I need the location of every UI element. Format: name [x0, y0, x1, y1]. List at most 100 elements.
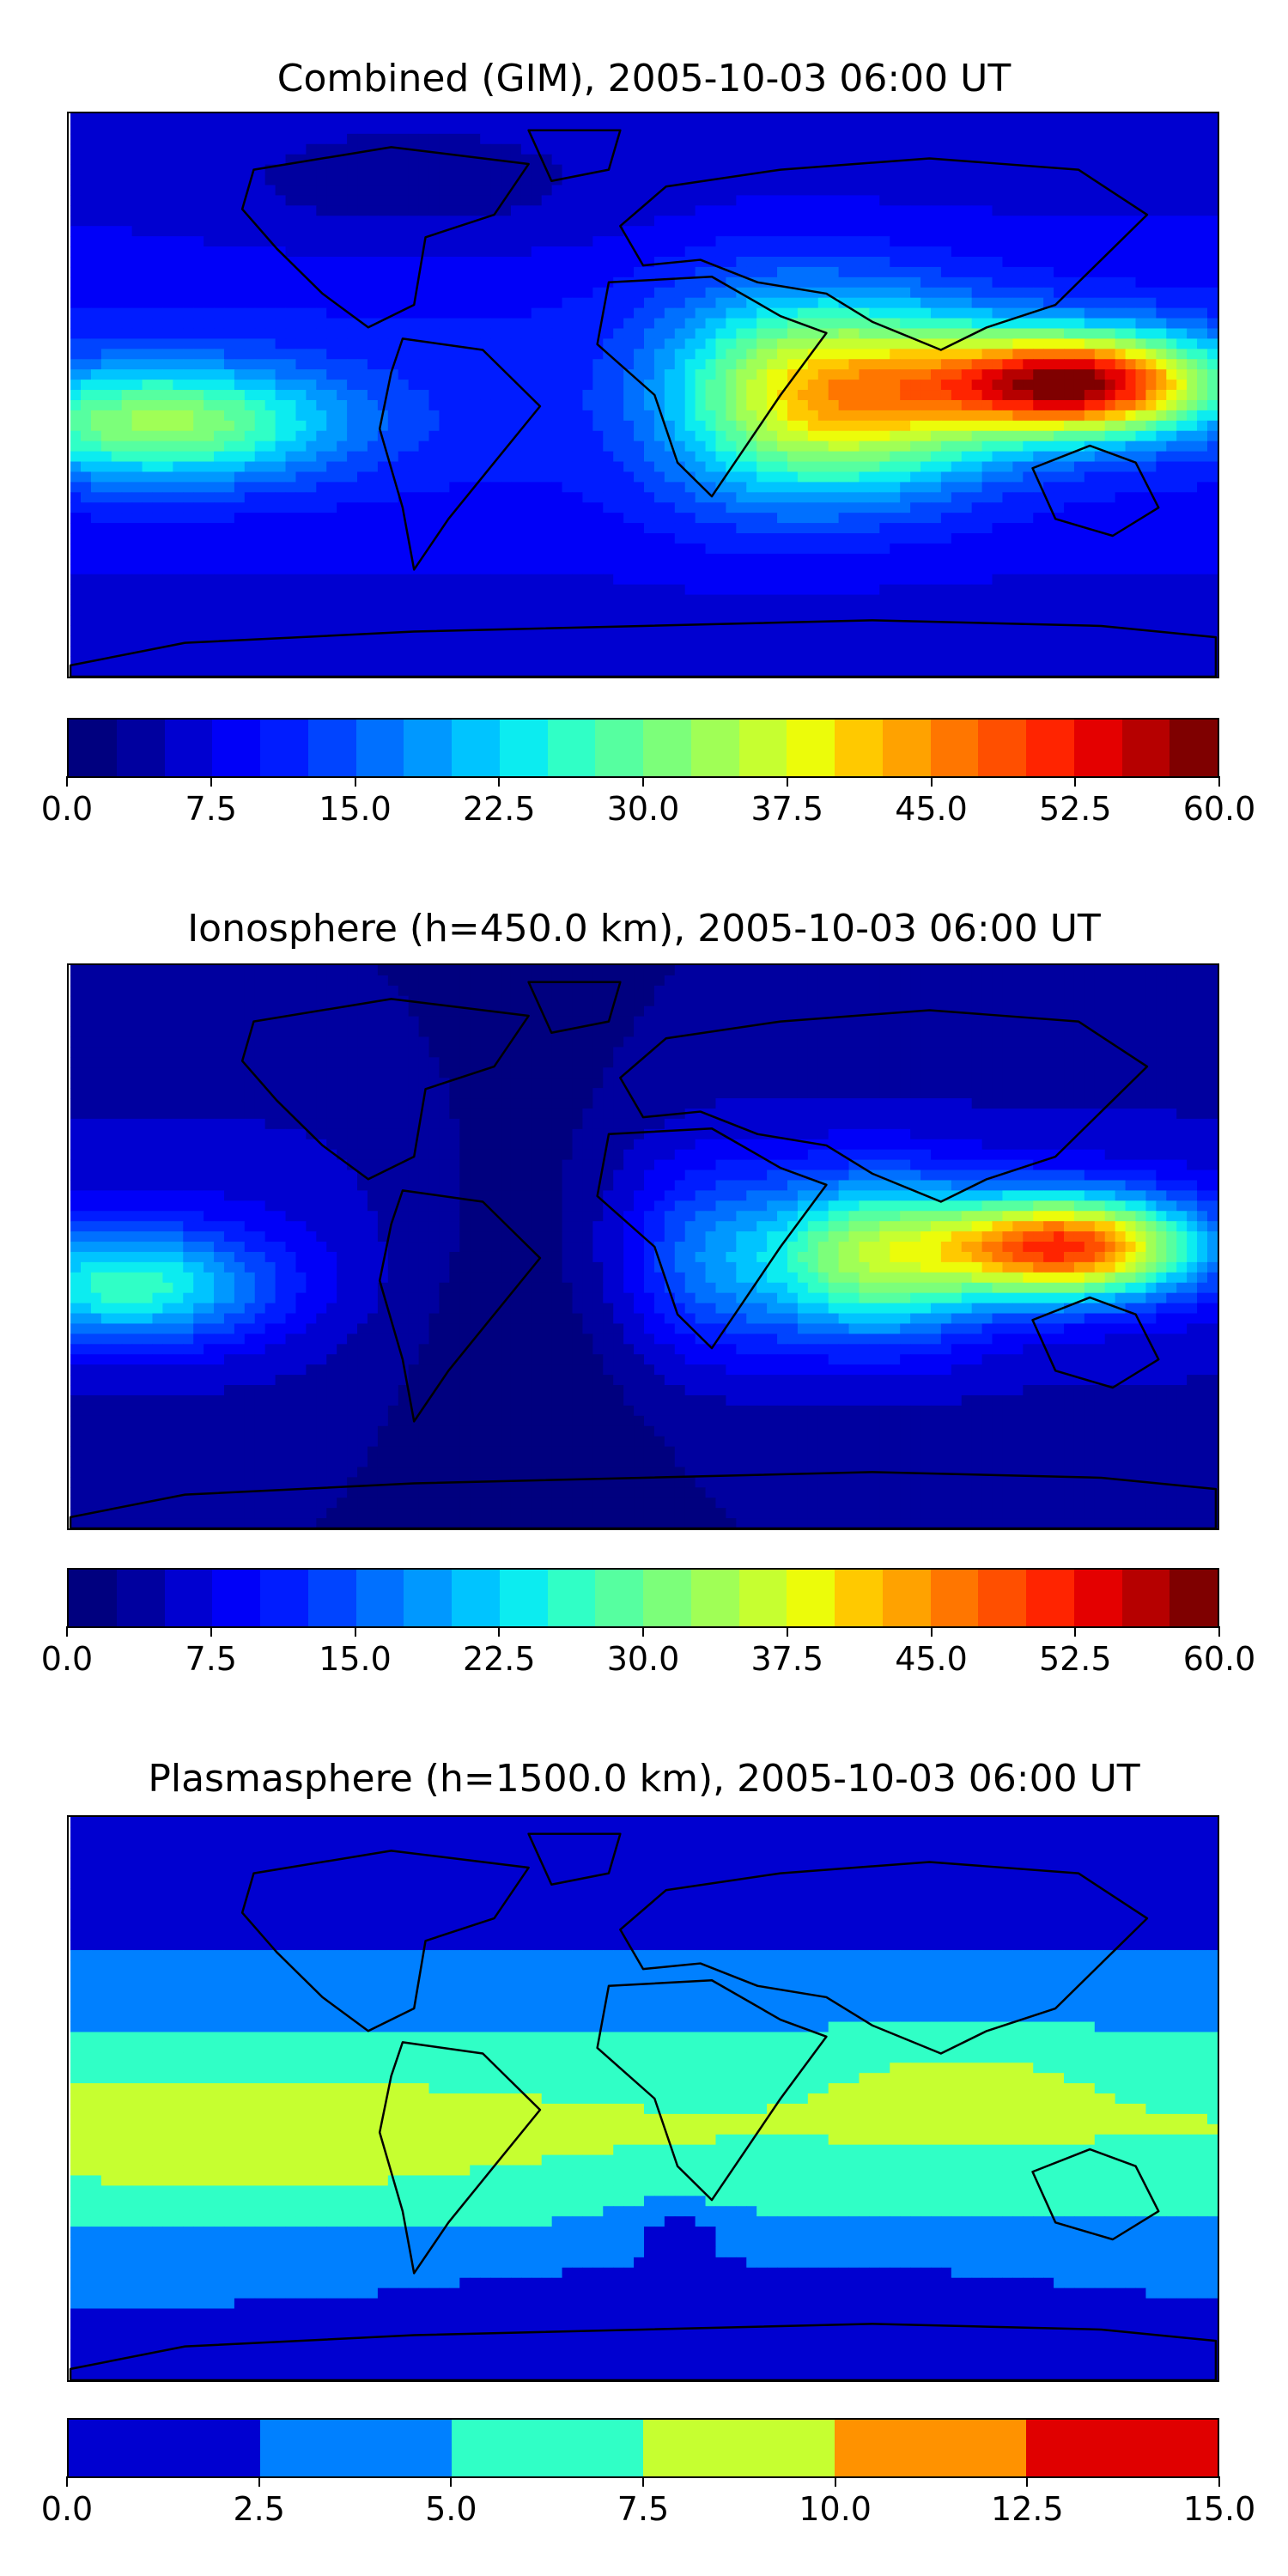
- colorbar-swatch: [260, 720, 308, 776]
- colorbar-tick-label: 5.0: [425, 2490, 477, 2528]
- colorbar-tick: [642, 1626, 644, 1637]
- colorbar-swatch: [404, 720, 452, 776]
- map-plasmasphere: [67, 1815, 1219, 2382]
- colorbar-swatch: [69, 720, 117, 776]
- colorbar-tick-label: 7.5: [185, 1640, 237, 1678]
- colorbar-tick-label: 12.5: [991, 2490, 1064, 2528]
- colorbar-tick: [1218, 2476, 1220, 2487]
- colorbar-swatch: [547, 720, 596, 776]
- colorbar-tick: [834, 2476, 836, 2487]
- colorbar-swatch: [307, 1570, 356, 1626]
- colorbar-swatch: [116, 720, 165, 776]
- colorbar-tick-label: 30.0: [606, 790, 680, 828]
- colorbar-swatch: [643, 2420, 835, 2476]
- colorbar-tick-label: 7.5: [617, 2490, 670, 2528]
- colorbar-ticks-plasmasphere: 0.0 2.5 5.0 7.5 10.0 12.5 15.0: [41, 2476, 1255, 2528]
- colorbar-tick-label: 22.5: [462, 790, 536, 828]
- colorbar-tick: [66, 1626, 68, 1637]
- colorbar-swatch: [690, 720, 739, 776]
- colorbar-tick: [258, 2476, 260, 2487]
- colorbar-tick-label: 2.5: [233, 2490, 285, 2528]
- colorbar-swatch: [355, 720, 404, 776]
- colorbar-swatch: [1121, 1570, 1170, 1626]
- colorbar-tick: [354, 1626, 356, 1637]
- colorbar-swatch: [69, 2420, 260, 2476]
- colorbar-tick-label: 60.0: [1182, 1640, 1256, 1678]
- colorbar-swatch: [1170, 720, 1218, 776]
- colorbar-swatch: [499, 720, 548, 776]
- colorbar-swatch: [1073, 1570, 1122, 1626]
- colorbar-tick: [1074, 1626, 1077, 1637]
- colorbar-swatch: [1170, 1570, 1218, 1626]
- colorbar-swatch: [595, 1570, 643, 1626]
- coastlines: [69, 1832, 1218, 2380]
- colorbar-swatch: [690, 1570, 739, 1626]
- colorbar-ionosphere: [67, 1568, 1219, 1628]
- colorbar-swatch: [164, 1570, 213, 1626]
- heatmap-cells: [70, 113, 1218, 677]
- colorbar-swatch: [452, 1570, 500, 1626]
- colorbar-tick: [498, 776, 501, 787]
- colorbar-swatch: [452, 720, 500, 776]
- colorbar-tick: [210, 1626, 212, 1637]
- colorbar-swatch: [835, 2420, 1026, 2476]
- colorbar-tick: [1218, 1626, 1220, 1637]
- colorbar-swatch: [738, 720, 787, 776]
- colorbar-swatch: [1121, 720, 1170, 776]
- colorbar-tick-label: 30.0: [606, 1640, 680, 1678]
- coastlines: [69, 981, 1218, 1528]
- colorbar-swatch: [835, 1570, 883, 1626]
- heatmap-plasmasphere: [69, 1817, 1218, 2380]
- colorbar-swatch: [404, 1570, 452, 1626]
- colorbar-swatch: [787, 1570, 835, 1626]
- colorbar-tick-label: 45.0: [895, 1640, 968, 1678]
- colorbar-swatch: [355, 1570, 404, 1626]
- colorbar-swatch: [882, 720, 931, 776]
- map-combined: [67, 112, 1219, 678]
- colorbar-tick-label: 0.0: [40, 2490, 94, 2528]
- colorbar-tick: [1074, 776, 1077, 787]
- colorbar-swatch: [978, 720, 1026, 776]
- colorbar-tick-label: 0.0: [40, 1640, 94, 1678]
- colorbar-tick: [66, 2476, 68, 2487]
- colorbar-tick-label: 15.0: [1182, 2490, 1256, 2528]
- colorbar-tick-label: 15.0: [319, 1640, 392, 1678]
- colorbar-tick: [642, 776, 644, 787]
- colorbar-swatch: [1073, 720, 1122, 776]
- colorbar-tick-label: 7.5: [185, 790, 237, 828]
- colorbar-swatch: [738, 1570, 787, 1626]
- coastlines: [69, 129, 1218, 677]
- colorbar-tick-label: 45.0: [895, 790, 968, 828]
- colorbar-swatch: [1026, 2420, 1218, 2476]
- colorbar-swatch: [643, 1570, 691, 1626]
- colorbar-swatch: [787, 720, 835, 776]
- colorbar-swatch: [930, 1570, 979, 1626]
- heatmap-cells: [70, 1817, 1218, 2380]
- colorbar-tick-label: 15.0: [319, 790, 392, 828]
- colorbar-ticks-combined: 0.0 7.5 15.0 22.5 30.0 37.5 45.0 52.5 60.0: [41, 776, 1255, 828]
- colorbar-swatch: [452, 2420, 643, 2476]
- heatmap-ionosphere: [69, 965, 1218, 1528]
- colorbar-swatch: [164, 720, 213, 776]
- map-ionosphere: [67, 963, 1219, 1530]
- colorbar-swatch: [835, 720, 883, 776]
- colorbar-tick-label: 0.0: [40, 790, 94, 828]
- colorbar-tick-label: 37.5: [750, 790, 824, 828]
- colorbar-swatch: [212, 720, 260, 776]
- chart-title: Ionosphere (h=450.0 km), 2005-10-03 06:0…: [187, 907, 1101, 951]
- colorbar-combined: [67, 718, 1219, 778]
- colorbar-plasmasphere: [67, 2418, 1219, 2478]
- colorbar-swatch: [595, 720, 643, 776]
- colorbar-tick-label: 10.0: [799, 2490, 872, 2528]
- colorbar-tick: [930, 776, 933, 787]
- colorbar-tick: [498, 1626, 501, 1637]
- chart-title: Combined (GIM), 2005-10-03 06:00 UT: [276, 57, 1012, 100]
- colorbar-swatch: [930, 720, 979, 776]
- colorbar-tick: [786, 1626, 788, 1637]
- colorbar-tick: [930, 1626, 933, 1637]
- colorbar-tick-label: 52.5: [1038, 1640, 1112, 1678]
- colorbar-swatch: [978, 1570, 1026, 1626]
- colorbar-tick: [210, 776, 212, 787]
- colorbar-tick: [450, 2476, 453, 2487]
- colorbar-swatch: [116, 1570, 165, 1626]
